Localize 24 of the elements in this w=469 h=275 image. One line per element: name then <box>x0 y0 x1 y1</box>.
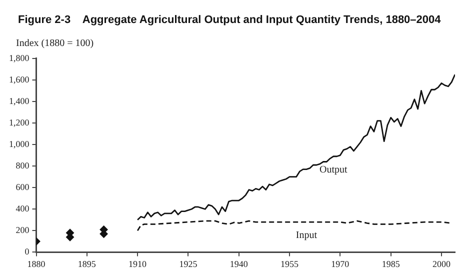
y-tick-label: 1,000 <box>9 138 30 149</box>
y-tick-label: 200 <box>16 225 30 236</box>
y-tick-label: 1,400 <box>9 96 30 106</box>
x-tick-label: 1880 <box>27 258 46 269</box>
x-tick-label: 1925 <box>179 258 198 269</box>
y-tick-label: 1,600 <box>9 74 30 84</box>
x-tick-label: 1985 <box>382 258 400 269</box>
y-tick-label: 1,200 <box>9 117 30 128</box>
x-tick-label: 1955 <box>280 258 300 269</box>
y-tick-label: 800 <box>16 160 30 170</box>
y-tick-label: 600 <box>16 182 30 192</box>
y-tick-label: 0 <box>24 246 30 257</box>
series-label: Input <box>296 230 318 242</box>
line-series <box>136 220 452 232</box>
x-tick-label: 2000 <box>432 258 451 269</box>
y-tick-label: 400 <box>16 203 30 214</box>
y-tick-label: 1,800 <box>9 52 30 63</box>
x-tick-label: 1940 <box>230 258 248 269</box>
y-axis-title: Index (1880 = 100) <box>16 38 94 49</box>
x-tick-label: 1895 <box>78 258 96 269</box>
x-tick-label: 1910 <box>128 258 148 269</box>
x-tick-label: 1970 <box>331 258 350 269</box>
series-label: Output <box>320 164 348 176</box>
chart-title: Figure 2-3 Aggregate Agricultural Output and Input Quantity Trends, 1880–2004 <box>18 14 441 26</box>
